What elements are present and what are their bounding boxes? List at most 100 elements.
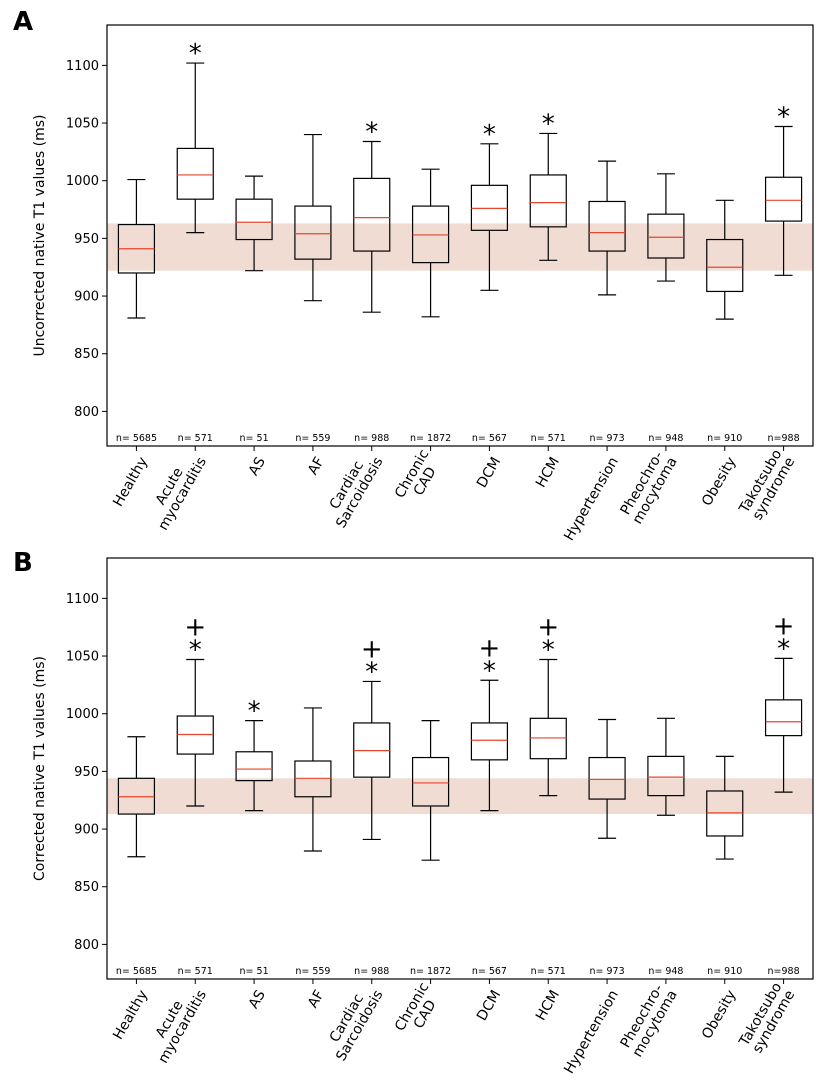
category-label-line: AF: [305, 988, 328, 1011]
box-pheochro--mocytoma: n= 948 Pheochro-mocytoma: [617, 717, 685, 1060]
y-tick-label: 1000: [66, 707, 99, 722]
iqr-box: [706, 238, 744, 293]
category-label: Takotsubosyndrome: [736, 447, 798, 524]
category-label: AS: [246, 987, 269, 1011]
box-cardiac-sarcoidosis: * n= 988 CardiacSarcoidosis: [320, 117, 391, 531]
category-label: Acutemyocarditis: [142, 980, 210, 1066]
y-tick-label: 950: [74, 232, 99, 247]
category-label-line: Hypertension: [561, 988, 622, 1077]
category-label-line: DCM: [474, 988, 504, 1024]
significance-asterisk: *: [542, 636, 555, 666]
sample-size-label: n= 948: [648, 433, 683, 444]
category-label: ChronicCAD: [392, 980, 445, 1042]
y-tick-label: 1100: [66, 59, 99, 74]
iqr-box: [764, 176, 803, 222]
iqr-box: [588, 756, 626, 800]
y-tick-label: 1050: [66, 650, 99, 665]
iqr-box: [411, 756, 450, 807]
sample-size-label: n=988: [768, 433, 800, 444]
y-tick-label: 900: [74, 823, 99, 838]
significance-asterisk: *: [248, 697, 261, 727]
category-label-line: AS: [246, 987, 269, 1011]
sample-size-label: n= 1872: [410, 433, 451, 444]
sample-size-label: n= 988: [354, 433, 389, 444]
category-label-line: HCM: [533, 455, 563, 491]
category-label: Obesity: [699, 988, 740, 1042]
box-hypertension: n= 973 Hypertension: [561, 160, 626, 544]
category-label: DCM: [474, 455, 504, 491]
y-tick-label: 1000: [66, 174, 99, 189]
category-label-line: Healthy: [110, 455, 151, 510]
iqr-box: [235, 198, 273, 241]
y-axis-label: Corrected native T1 values (ms): [32, 656, 48, 881]
category-label: Takotsubosyndrome: [736, 980, 798, 1057]
category-label: DCM: [474, 988, 504, 1024]
box-af: n= 559 AF: [294, 707, 332, 1011]
category-label: Pheochro-mocytoma: [617, 447, 681, 527]
sample-size-label: n= 571: [178, 433, 213, 444]
significance-plus: +: [773, 611, 795, 641]
category-label-line: Obesity: [699, 455, 740, 509]
iqr-box: [529, 174, 567, 228]
significance-asterisk: *: [777, 634, 790, 664]
iqr-box: [647, 213, 685, 259]
sample-size-label: n= 973: [590, 966, 625, 977]
category-label: CardiacSarcoidosis: [320, 447, 386, 531]
box-takotsubo-syndrome: * n=988 Takotsubosyndrome: [736, 103, 803, 524]
iqr-box: [470, 722, 509, 761]
sample-size-label: n= 1872: [410, 966, 451, 977]
y-tick-label: 800: [74, 938, 99, 953]
iqr-box: [353, 177, 391, 252]
category-label: AF: [305, 455, 328, 478]
iqr-box: [764, 699, 803, 737]
sample-size-label: n= 910: [707, 433, 742, 444]
sample-size-label: n= 567: [472, 433, 507, 444]
box-hypertension: n= 973 Hypertension: [561, 718, 626, 1077]
significance-asterisk: *: [483, 120, 496, 150]
sample-size-label: n= 973: [590, 433, 625, 444]
panel-letter: B: [13, 548, 33, 578]
category-label: AF: [305, 988, 328, 1011]
significance-plus: +: [361, 634, 383, 664]
panel-letter: A: [13, 7, 33, 37]
sample-size-label: n=988: [768, 966, 800, 977]
iqr-box: [588, 200, 626, 252]
significance-asterisk: *: [542, 109, 555, 139]
category-label: Pheochro-mocytoma: [617, 980, 681, 1060]
sample-size-label: n= 5685: [116, 433, 157, 444]
iqr-box: [235, 751, 273, 782]
category-label: Acutemyocarditis: [142, 447, 210, 533]
box-cardiac-sarcoidosis: *+ n= 988 CardiacSarcoidosis: [327, 634, 391, 1064]
category-label-line: Hypertension: [561, 455, 622, 544]
panel-a: A 800 850 900 950 1000 1050 1100 Uncorrected nat…: [13, 7, 814, 544]
box-chronic-cad: n= 1872 ChronicCAD: [392, 168, 451, 501]
category-label: Healthy: [110, 988, 151, 1043]
category-label-line: AF: [305, 455, 328, 478]
sample-size-label: n= 51: [240, 433, 269, 444]
box-acute-myocarditis: * n= 571 Acutemyocarditis: [142, 39, 214, 533]
sample-size-label: n= 51: [240, 966, 269, 977]
category-label-line: Healthy: [110, 988, 151, 1043]
box-dcm: * n= 567 DCM: [470, 120, 509, 491]
sample-size-label: n= 5685: [116, 966, 157, 977]
sample-size-label: n= 571: [531, 433, 566, 444]
sample-size-label: n= 988: [354, 966, 389, 977]
category-label-line: Obesity: [699, 988, 740, 1042]
reference-band: [107, 778, 813, 815]
box-af: n= 559 AF: [294, 133, 332, 478]
y-tick-label: 850: [74, 880, 99, 895]
category-label: HCM: [533, 455, 563, 491]
y-tick-label: 800: [74, 405, 99, 420]
category-label-line: AS: [246, 454, 269, 478]
box-acute-myocarditis: *+ n= 571 Acutemyocarditis: [142, 613, 214, 1066]
sample-size-label: n= 559: [295, 433, 330, 444]
category-label: Healthy: [110, 455, 151, 510]
category-label-line: HCM: [533, 988, 563, 1024]
significance-asterisk: *: [777, 103, 790, 133]
category-label: Hypertension: [561, 455, 622, 544]
significance-asterisk: *: [365, 657, 378, 687]
reference-band: [107, 223, 813, 271]
sample-size-label: n= 948: [648, 966, 683, 977]
sample-size-label: n= 571: [531, 966, 566, 977]
